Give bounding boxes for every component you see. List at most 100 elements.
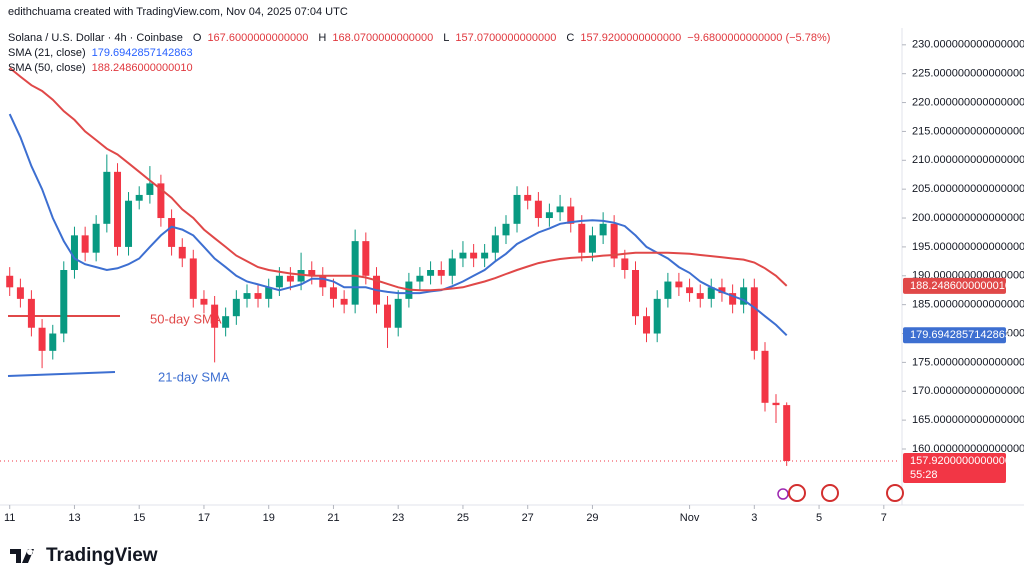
candle-body (92, 223, 100, 253)
ohlc-value: 167.6000000000000 (207, 32, 309, 44)
x-tick-label: 15 (133, 512, 145, 524)
candle-body (384, 304, 392, 328)
y-tick-label: 165.0000000000000000 (912, 414, 1024, 426)
price-badge-label: 188.2486000000010 (910, 280, 1011, 292)
x-tick-label: 11 (4, 512, 15, 524)
candle-body (125, 200, 133, 247)
candle-body (750, 287, 758, 351)
x-tick-label: 23 (392, 512, 404, 524)
x-tick-label: 29 (586, 512, 598, 524)
x-tick-label: 13 (68, 512, 80, 524)
candle-body (351, 241, 359, 305)
candle-body (81, 235, 89, 253)
candle-body (696, 293, 704, 299)
y-tick-label: 170.0000000000000000 (912, 385, 1024, 397)
x-tick-label: 7 (881, 512, 887, 524)
candle-body (340, 298, 348, 305)
candle-body (394, 298, 402, 328)
y-tick-label: 185.0000000000000000 (912, 299, 1024, 311)
candle-body (146, 183, 154, 195)
candle-body (38, 327, 46, 351)
logo-text: TradingView (46, 545, 158, 566)
candle-body (567, 206, 575, 224)
candle-body (761, 350, 769, 403)
candle-body (610, 223, 618, 259)
legend: Solana / U.S. Dollar · 4h · Coinbase O 16… (8, 31, 830, 76)
ohlc-key: O (192, 32, 202, 44)
x-tick-label: 5 (816, 512, 822, 524)
candle-body (513, 194, 521, 224)
y-tick-label: 205.0000000000000000 (912, 183, 1024, 195)
candle-body (49, 333, 57, 351)
ohlc-key: L (443, 32, 450, 44)
event-icon (821, 484, 839, 502)
candle-body (6, 275, 14, 288)
candle-body (675, 281, 683, 288)
countdown: 55:28 (910, 469, 938, 481)
candle-body (275, 275, 283, 288)
candle-body (254, 293, 262, 299)
candle-body (653, 298, 661, 334)
candle-body (222, 316, 230, 328)
price-badge (903, 453, 1006, 484)
y-tick-label: 175.0000000000000000 (912, 356, 1024, 368)
candle-body (243, 293, 251, 299)
candle-body (114, 171, 122, 247)
candle-body (297, 270, 305, 282)
candle-body (718, 287, 726, 294)
x-tick-label: 19 (263, 512, 275, 524)
candle-body (27, 298, 35, 328)
sma-row: SMA (50, close) 188.2486000000010 (8, 61, 830, 76)
x-tick-label: 21 (327, 512, 339, 524)
price-badge (903, 327, 1006, 344)
event-icon (788, 484, 806, 502)
y-tick-label: 220.0000000000000000 (912, 96, 1024, 108)
annotation: 50-day SMA (150, 311, 222, 326)
candle-body (16, 287, 24, 299)
candle-body (524, 194, 532, 201)
price-badge-label: 157.9200000000000 (910, 455, 1011, 467)
symbol: Solana / U.S. Dollar · 4h · Coinbase (8, 32, 183, 44)
candle-body (772, 402, 780, 406)
y-tick-label: 200.0000000000000000 (912, 212, 1024, 224)
candle-body (103, 171, 111, 224)
candle-body (286, 275, 294, 282)
x-tick-label: Nov (680, 512, 700, 524)
candle-body (470, 252, 478, 259)
change: −9.6800000000000 (−5.78%) (687, 32, 831, 44)
sma-value: 179.6942857142863 (91, 47, 193, 59)
candle-body (664, 281, 672, 299)
y-tick-label: 160.0000000000000000 (912, 443, 1024, 455)
event-icon (886, 484, 904, 502)
x-tick-label: 27 (522, 512, 534, 524)
event-icons (777, 484, 904, 502)
ohlc-value: 157.0700000000000 (455, 32, 557, 44)
candle-body (168, 218, 176, 247)
symbol-row: Solana / U.S. Dollar · 4h · Coinbase O 16… (8, 31, 830, 46)
x-tick-label: 3 (751, 512, 757, 524)
candle-body (643, 316, 651, 334)
candle-body (437, 270, 445, 276)
candle-body (729, 293, 737, 305)
candle-body (578, 223, 586, 253)
ohlc-key: H (318, 32, 327, 44)
candle-body (157, 183, 165, 219)
y-tick-label: 210.0000000000000000 (912, 154, 1024, 166)
ohlc-value: 168.0700000000000 (332, 32, 434, 44)
candle-body (545, 212, 553, 219)
sma-row: SMA (21, close) 179.6942857142863 (8, 46, 830, 61)
price-badge (903, 277, 1006, 294)
credit: edithchuama created with TradingView.com… (8, 6, 348, 18)
candle-body (448, 258, 456, 276)
candle-body (502, 223, 510, 236)
candle-body (534, 200, 542, 219)
candle-body (621, 258, 629, 270)
candle-body (459, 252, 467, 259)
candle-body (427, 270, 435, 276)
candle-body (362, 241, 370, 276)
candle-body (189, 258, 197, 299)
candle-body (232, 298, 240, 317)
y-tick-label: 225.0000000000000000 (912, 68, 1024, 80)
